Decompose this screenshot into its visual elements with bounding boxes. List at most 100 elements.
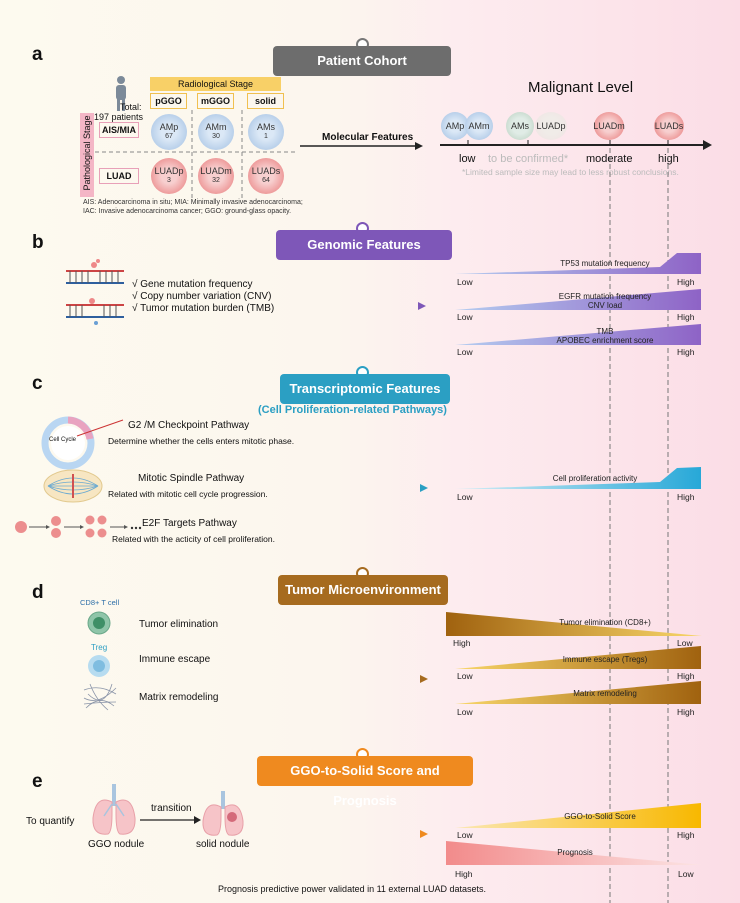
wedge-tmb-high: High [677, 347, 695, 357]
cell-luadp: LUADp 3 [151, 158, 187, 194]
matrix-fiber-icon [83, 683, 117, 711]
transition-label: transition [151, 803, 192, 814]
axis-ams: AMs [506, 112, 534, 140]
cell-amm: AMm 30 [198, 114, 234, 150]
cd8-label: CD8+ T cell [80, 598, 120, 607]
pathway-g2m-desc: Determine whether the cells enters mitot… [108, 436, 295, 446]
wedge-tp53-low: Low [457, 277, 473, 287]
cell-cycle-label: Cell Cycle [49, 437, 77, 443]
ggo-nodule-label: GGO nodule [88, 839, 145, 850]
ggo-arrow-icon [300, 830, 428, 838]
column-solid: solid [247, 93, 284, 109]
wedge-escape [455, 646, 701, 669]
wedge-egfr-high: High [677, 312, 695, 322]
abbrev-line-2: IAC: Invasive adenocarcinoma cancer; GGO… [83, 208, 292, 215]
axis-luads: LUADs [654, 112, 684, 140]
panel-letter-d: d [32, 582, 44, 603]
malignant-axis [440, 140, 712, 150]
treg-label: Treg [91, 643, 108, 652]
wedge-prognosis [446, 841, 702, 865]
axis-luadm: LUADm [593, 112, 625, 140]
panel-letter-e: e [32, 771, 43, 792]
wedge-tp53-high: High [677, 277, 695, 287]
pointer-line [76, 419, 124, 437]
pathway-spindle-name: Mitotic Spindle Pathway [138, 473, 245, 484]
wedge-tp53 [455, 253, 701, 274]
wedge-egfr [455, 289, 701, 310]
genomic-bullet-2: √ Copy number variation (CNV) [132, 291, 272, 302]
cd8-tcell-icon [87, 611, 111, 635]
wedge-matrix-left: Low [457, 707, 473, 717]
column-pggo: pGGO [150, 93, 187, 109]
treg-icon [88, 655, 110, 677]
level-moderate: moderate [586, 153, 633, 165]
wedge-egfr-text2: CNV load [587, 301, 623, 310]
axis-luadp: LUADp [535, 112, 567, 140]
wedge-egfr-text1: EGFR mutation frequency [558, 292, 652, 301]
cell-ams: AMs 1 [248, 114, 284, 150]
malignant-level-title: Malignant Level [528, 79, 634, 96]
axis-amp: AMp [441, 112, 469, 140]
mitotic-spindle-icon [43, 469, 103, 503]
ggo-lung-icon [92, 784, 136, 835]
row-luad: LUAD [99, 168, 139, 184]
solid-nodule-label: solid nodule [196, 839, 250, 850]
panel-letter-a: a [32, 44, 43, 65]
column-mggo: mGGO [197, 93, 234, 109]
wedge-matrix [455, 681, 701, 704]
cell-amp: AMp 67 [151, 114, 187, 150]
transition-arrow-icon [140, 816, 201, 824]
pathway-spindle-desc: Related with mitotic cell cycle progress… [108, 489, 268, 499]
wedge-ggo-score-right: High [677, 830, 695, 840]
wedge-elimination-right: Low [677, 638, 693, 648]
section-title-genomic: Genomic Features [276, 230, 452, 260]
dna-icon [66, 259, 124, 325]
wedge-ggo-score-text: GGO-to-Solid Score [564, 812, 636, 821]
cell-cycle-icon [41, 416, 95, 470]
wedge-escape-left: Low [457, 671, 473, 681]
cell-luadm: LUADm 32 [198, 158, 234, 194]
section-title-tme: Tumor Microenvironment [278, 575, 448, 605]
total-patients: 197 patients [94, 112, 144, 122]
pathway-g2m-name: G2 /M Checkpoint Pathway [128, 420, 250, 431]
wedge-escape-right: High [677, 671, 695, 681]
wedge-tmb-text2: APOBEC enrichment score [556, 336, 654, 345]
cell-proliferation-icon [15, 515, 142, 538]
pathway-e2f-desc: Related with the acticity of cell prolif… [112, 534, 275, 544]
wedge-elimination-left: High [453, 638, 471, 648]
cohort-grid [95, 110, 295, 200]
level-low: low [459, 153, 476, 165]
cell-luads: LUADs 64 [248, 158, 284, 194]
pathological-stage-label: Pathological Stage [82, 115, 92, 191]
panel-letter-c: c [32, 373, 43, 394]
wedge-elimination-text: Tumor elimination (CD8+) [559, 618, 651, 627]
transcriptomic-arrow-icon [300, 484, 428, 492]
guide-lines [609, 148, 669, 903]
wedge-proliferation [455, 467, 701, 489]
pathway-e2f-name: E2F Targets Pathway [142, 518, 237, 529]
radiological-stage-header: Radiological Stage [150, 77, 281, 91]
molecular-arrow-icon [300, 142, 423, 150]
tme-item-escape: Immune escape [139, 654, 211, 665]
total-label: Total: [120, 102, 142, 112]
wedge-prognosis-text: Prognosis [557, 848, 593, 857]
section-title-cohort: Patient Cohort [273, 46, 451, 76]
section-title-transcriptomic: Transcriptomic Features [280, 374, 450, 404]
to-quantify-label: To quantify [26, 816, 75, 827]
wedge-proliferation-text: Cell proliferation activity [552, 474, 638, 483]
row-ais-mia: AIS/MIA [99, 122, 139, 138]
wedge-prognosis-right: Low [678, 869, 694, 879]
wedge-tmb-text1: TMB [596, 327, 614, 336]
transcriptomic-subtitle: (Cell Proliferation-related Pathways) [258, 404, 447, 416]
wedge-proliferation-high: High [677, 492, 695, 502]
wedge-matrix-text: Matrix remodeling [573, 689, 637, 698]
wedge-escape-text: Immune escape (Tregs) [562, 655, 648, 664]
axis-amm: AMm [465, 112, 493, 140]
wedge-elimination [446, 612, 702, 636]
wedge-proliferation-low: Low [457, 492, 473, 502]
wedge-egfr-low: Low [457, 312, 473, 322]
pathological-stage-bar [80, 113, 94, 197]
tme-item-elimination: Tumor elimination [139, 619, 219, 630]
wedge-matrix-right: High [677, 707, 695, 717]
